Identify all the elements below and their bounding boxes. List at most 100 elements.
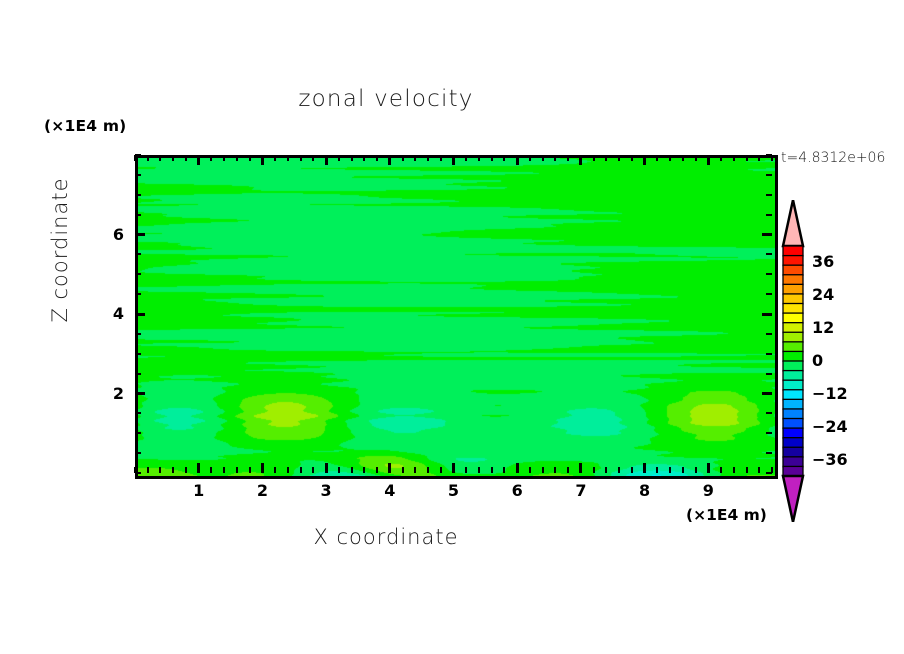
x-tick-label: 8	[639, 481, 651, 500]
axis-tick	[579, 463, 583, 473]
axis-tick	[312, 155, 315, 161]
axis-tick	[681, 467, 684, 473]
axis-tick	[197, 155, 201, 165]
axis-tick	[579, 155, 583, 165]
axis-tick	[656, 155, 659, 161]
axis-tick	[643, 155, 647, 165]
axis-tick	[745, 155, 748, 161]
axis-tick	[452, 463, 455, 473]
axis-tick	[669, 155, 672, 161]
axis-tick	[694, 467, 697, 473]
axis-tick	[541, 467, 544, 473]
axis-tick	[135, 173, 141, 176]
axis-tick	[210, 467, 213, 473]
axis-tick	[135, 432, 141, 435]
axis-tick	[567, 467, 570, 473]
axis-tick	[554, 467, 557, 473]
axis-tick	[465, 467, 468, 473]
axis-tick	[363, 467, 366, 473]
colorbar-band	[782, 360, 804, 372]
colorbar-svg	[781, 200, 805, 522]
axis-tick	[567, 155, 570, 161]
axis-tick	[134, 467, 136, 473]
axis-tick	[135, 372, 141, 375]
axis-tick	[643, 463, 647, 473]
colorbar-band	[782, 283, 804, 295]
axis-tick	[720, 467, 723, 473]
axis-tick	[350, 155, 353, 161]
axis-tick	[477, 467, 480, 473]
axis-tick	[618, 155, 621, 161]
colorbar-band	[782, 398, 804, 410]
colorbar-band	[782, 369, 804, 382]
x-tick-label: 1	[193, 481, 205, 500]
axis-tick	[427, 467, 430, 473]
x-tick-label: 4	[384, 481, 396, 500]
axis-tick	[452, 155, 455, 165]
axis-tick	[172, 155, 175, 161]
colorbar	[781, 200, 805, 522]
page-title: zonal velocity	[298, 86, 474, 112]
axis-tick	[592, 467, 595, 473]
y-tick-label: 4	[112, 304, 124, 323]
x-tick-label: 6	[511, 481, 523, 500]
axis-tick	[274, 155, 277, 161]
axis-tick	[503, 467, 506, 473]
axis-tick	[758, 155, 761, 161]
colorbar-band	[782, 446, 804, 458]
axis-tick	[766, 432, 772, 435]
axis-tick	[515, 463, 519, 473]
axis-tick	[235, 467, 238, 473]
axis-tick	[337, 155, 340, 161]
axis-tick	[324, 463, 328, 473]
axis-tick	[592, 155, 595, 161]
axis-tick	[324, 155, 328, 165]
axis-tick	[135, 452, 141, 455]
axis-tick	[503, 155, 506, 161]
axis-tick	[299, 467, 302, 473]
axis-tick	[376, 155, 379, 161]
colorbar-band	[782, 417, 804, 430]
colorbar-band	[782, 264, 804, 276]
axis-tick	[605, 155, 608, 161]
axis-tick	[706, 463, 710, 473]
axis-tick	[758, 467, 761, 473]
axis-tick	[135, 472, 141, 474]
axis-tick	[135, 332, 141, 335]
colorbar-band	[782, 408, 804, 420]
axis-tick	[210, 155, 213, 161]
x-tick-label: 5	[447, 481, 460, 500]
axis-tick	[706, 155, 710, 165]
colorbar-band	[782, 312, 804, 324]
axis-tick	[669, 467, 672, 473]
axis-tick	[223, 155, 226, 161]
axis-tick	[766, 372, 772, 375]
axis-tick	[745, 467, 748, 473]
x-axis-unit-label: (×1E4 m)	[686, 506, 767, 524]
axis-tick	[135, 253, 141, 256]
axis-tick	[184, 155, 187, 161]
colorbar-tick-label: 12	[812, 318, 835, 338]
axis-tick	[135, 193, 141, 196]
axis-tick	[766, 154, 772, 156]
colorbar-band	[782, 254, 804, 267]
axis-tick	[135, 312, 145, 316]
axis-tick	[414, 467, 417, 473]
axis-tick	[135, 154, 141, 156]
colorbar-band	[782, 322, 804, 334]
colorbar-tick-label: 36	[812, 252, 835, 272]
axis-tick	[630, 155, 633, 161]
axis-tick	[439, 155, 442, 161]
axis-tick	[771, 155, 773, 161]
colorbar-band	[782, 341, 804, 353]
axis-tick	[630, 467, 633, 473]
contour-field-canvas	[138, 158, 775, 476]
axis-tick	[732, 467, 735, 473]
axis-tick	[184, 467, 187, 473]
axis-tick	[388, 155, 392, 165]
axis-tick	[465, 155, 468, 161]
colorbar-band	[782, 245, 804, 257]
axis-tick	[720, 155, 723, 161]
axis-tick	[299, 155, 302, 161]
axis-tick	[312, 467, 315, 473]
